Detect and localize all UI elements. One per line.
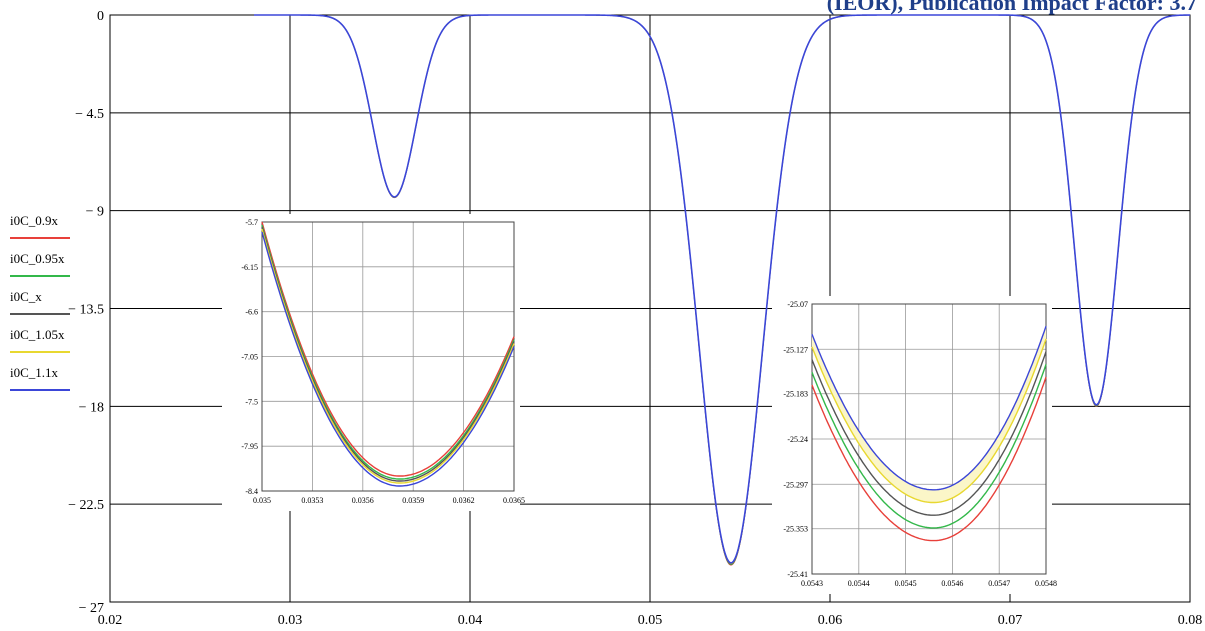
inset-y-tick-label: -6.15 (241, 263, 258, 272)
inset-x-tick-label: 0.0365 (503, 496, 525, 505)
inset-x-tick-label: 0.0548 (1035, 579, 1057, 588)
inset-x-tick-label: 0.0544 (848, 579, 870, 588)
inset-x-tick-label: 0.0353 (301, 496, 323, 505)
inset-series-line-0 (811, 376, 1047, 542)
inset-series-line-4 (261, 231, 515, 487)
inset-x-tick-label: 0.035 (253, 496, 271, 505)
legend-label-4: i0C_1.1x (10, 365, 59, 380)
inset-y-tick-label: -25.353 (783, 525, 808, 534)
inset-x-tick-label: 0.0362 (453, 496, 475, 505)
legend-label-1: i0C_0.95x (10, 251, 65, 266)
y-tick-label: − 22.5 (68, 498, 104, 513)
inset-series-line-3 (261, 228, 515, 484)
inset-y-tick-label: -25.07 (787, 300, 808, 309)
y-tick-label: − 4.5 (75, 107, 104, 122)
inset-series-line-4 (811, 325, 1047, 491)
inset-chart-1: 0.035 0.0353 0.0356 0.0359 0.0362 0.0365 -5.7 -… (222, 214, 525, 511)
y-tick-label: − 18 (79, 400, 104, 415)
legend-label-3: i0C_1.05x (10, 327, 65, 342)
y-tick-label: − 27 (79, 601, 104, 616)
legend-label-0: i0C_0.9x (10, 213, 59, 228)
inset-frame (811, 303, 1047, 575)
inset-y-tick-label: -5.7 (245, 218, 258, 227)
x-tick-label: 0.04 (458, 613, 483, 628)
y-tick-label: − 9 (86, 205, 104, 220)
header-text: (IEOR), Publication Impact Factor: 3.7 (826, 0, 1197, 15)
inset-y-tick-label: -25.127 (783, 345, 808, 354)
inset-background (222, 214, 520, 511)
inset-series-line-0 (261, 221, 515, 477)
x-tick-label: 0.05 (638, 613, 663, 628)
x-tick-label: 0.06 (818, 613, 843, 628)
legend-label-2: i0C_x (10, 289, 42, 304)
y-tick-label: − 13.5 (68, 303, 104, 318)
inset-x-tick-label: 0.0545 (895, 579, 917, 588)
inset-series-line-1 (261, 224, 515, 480)
inset-y-tick-label: -7.95 (241, 442, 258, 451)
main-series (254, 14, 1191, 566)
inset-y-tick-label: -6.6 (245, 308, 258, 317)
inset-y-tick-label: -7.5 (245, 397, 258, 406)
inset-chart-2: 0.0543 0.0544 0.0545 0.0546 0.0547 0.0548 -25.… (772, 296, 1057, 594)
inset-x-tick-label: 0.0546 (941, 579, 963, 588)
inset-background (772, 296, 1052, 594)
inset-series-line-2 (811, 351, 1047, 516)
inset-frame (261, 221, 515, 492)
inset-y-tick-label: -25.41 (787, 570, 808, 579)
main-ticks: 0.02 0.03 0.04 0.05 0.06 0.07 0.08 0 − 4.5 − 9 − 1… (68, 9, 1202, 628)
y-tick-label: 0 (97, 9, 104, 24)
legend: i0C_0.9x i0C_0.95x i0C_x i0C_1.05x i0C_1.1x (10, 213, 70, 391)
inset-x-tick-label: 0.0359 (402, 496, 424, 505)
inset-y-tick-label: -7.05 (241, 353, 258, 362)
x-tick-label: 0.08 (1178, 613, 1203, 628)
inset-y-tick-label: -25.183 (783, 390, 808, 399)
x-tick-label: 0.07 (998, 613, 1023, 628)
inset-y-tick-label: -25.24 (787, 435, 808, 444)
x-tick-label: 0.02 (98, 613, 123, 628)
inset-y-tick-label: -25.297 (783, 480, 808, 489)
inset-x-tick-label: 0.0547 (988, 579, 1010, 588)
inset-x-tick-label: 0.0543 (801, 579, 823, 588)
inset-y-tick-label: -8.4 (245, 487, 258, 496)
inset-x-tick-label: 0.0356 (352, 496, 374, 505)
inset-band-fill (812, 326, 1046, 503)
series-line-4 (254, 14, 1191, 564)
inset-series-line-2 (261, 226, 515, 482)
x-tick-label: 0.03 (278, 613, 303, 628)
inset-series-line-1 (811, 364, 1047, 529)
inset-series-line-3 (811, 338, 1047, 504)
